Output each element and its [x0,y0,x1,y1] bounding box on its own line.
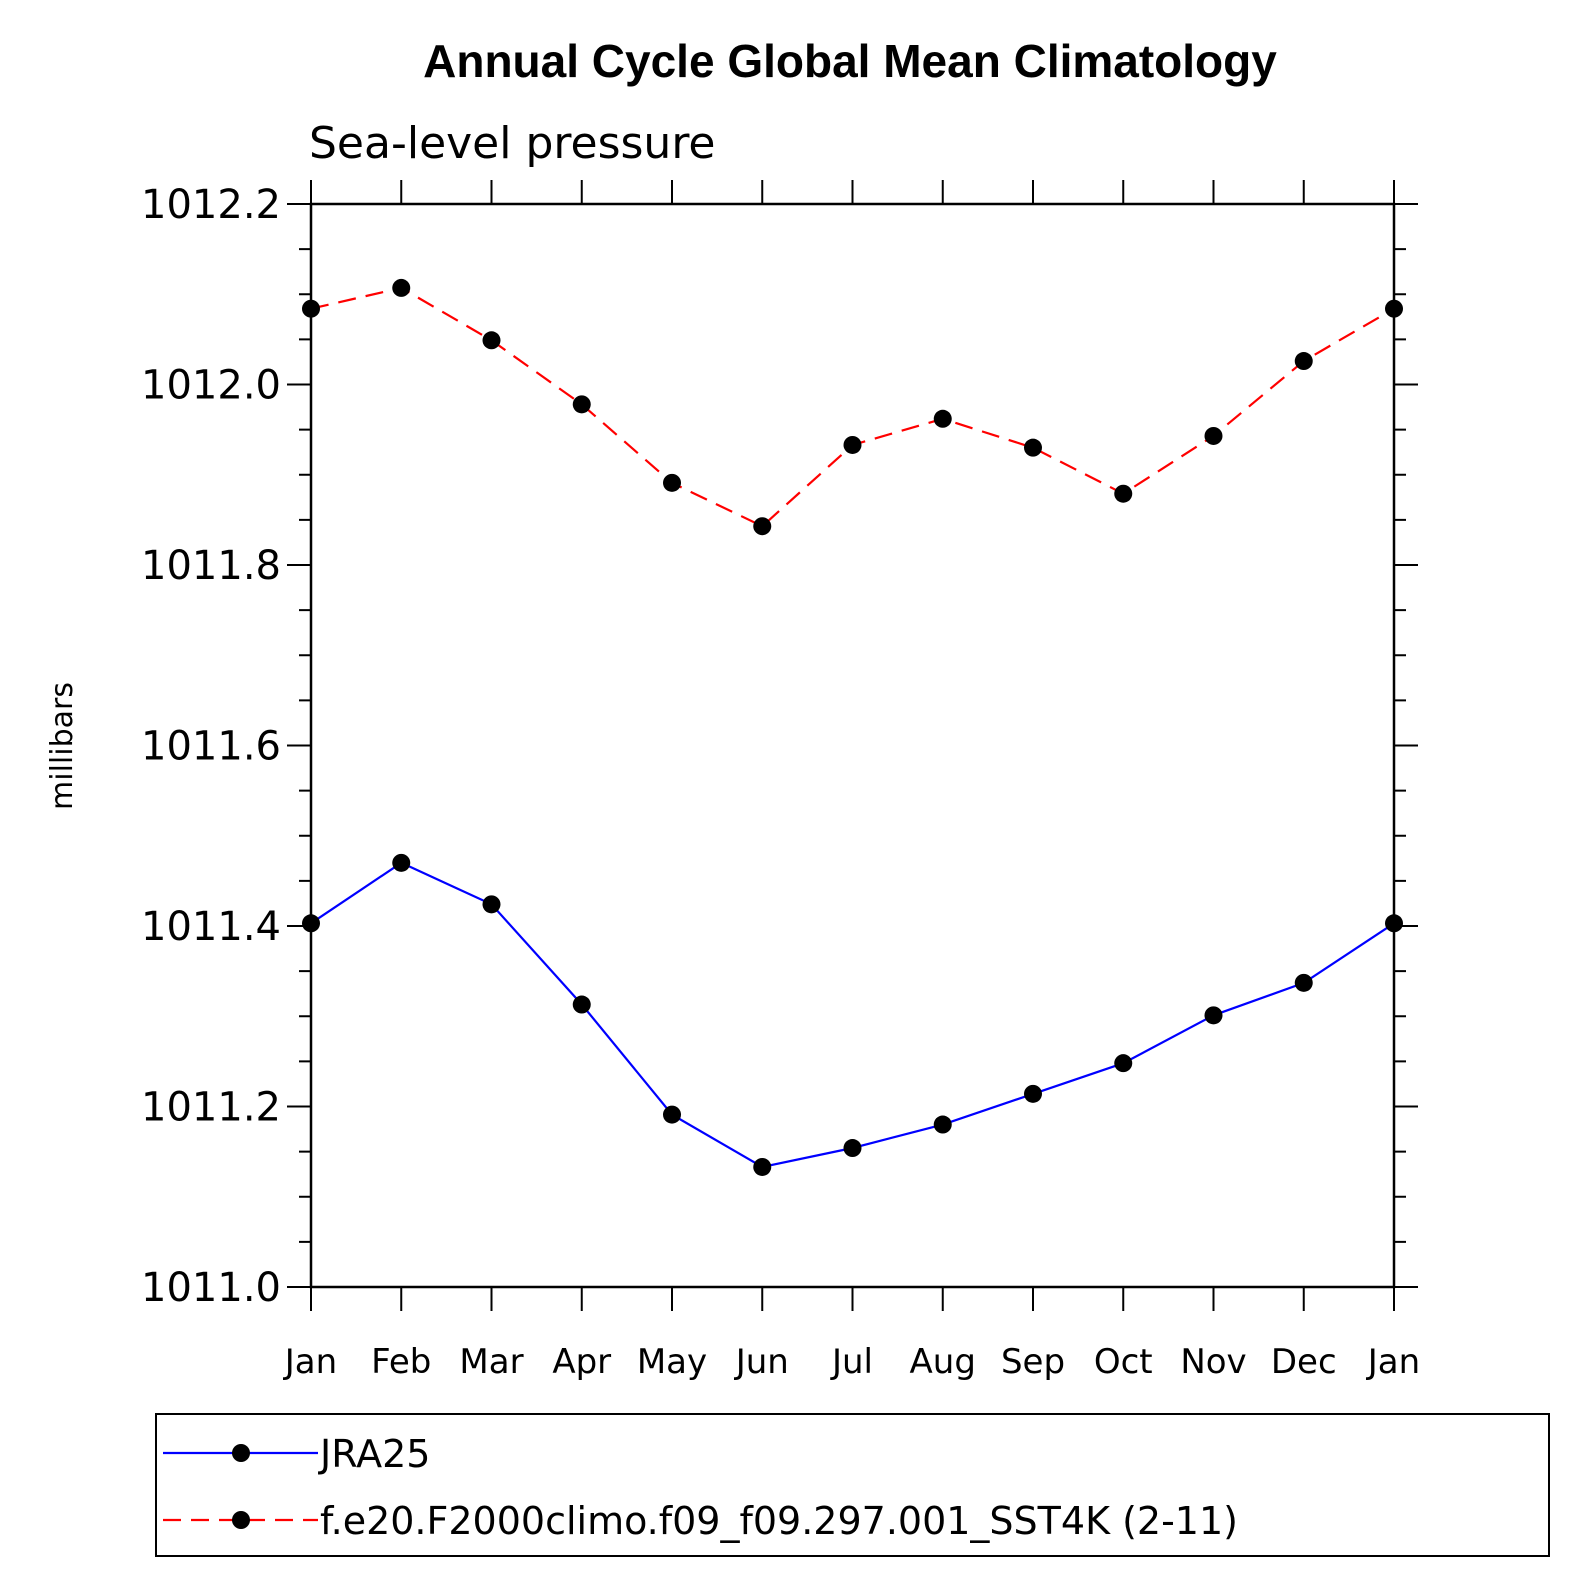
data-point-series-0 [1204,1006,1223,1025]
data-point-series-1 [302,299,320,318]
data-point-series-1 [663,473,681,492]
data-point-series-1 [1114,484,1133,503]
y-axis-label: millibars [45,682,80,810]
y-tick-label: 1011.8 [141,543,281,589]
data-point-series-0 [572,995,591,1014]
plot-frame [309,202,1396,1289]
y-tick-label: 1012.2 [141,182,281,228]
data-point-series-1 [843,435,862,454]
axis-ticks [287,180,1418,1311]
y-tick-label: 1011.2 [141,1085,281,1131]
chart-title: Annual Cycle Global Mean Climatology [423,35,1277,87]
x-tick-label: May [637,1342,707,1382]
x-tick-label: Apr [552,1342,611,1382]
x-tick-label: Feb [371,1342,431,1382]
series-line-0 [310,861,1395,1169]
x-tick-label: Oct [1094,1342,1153,1382]
data-point-series-1 [1204,426,1223,445]
x-tick-label: Jul [830,1342,873,1382]
x-tick-label: Jan [283,1342,337,1382]
data-point-series-0 [482,895,501,914]
data-point-series-1 [392,278,411,297]
data-point-series-1 [933,409,952,428]
legend-label-jra25: JRA25 [318,1432,430,1476]
data-point-series-1 [572,395,591,414]
chart-subtitle: Sea-level pressure [309,118,716,169]
x-tick-label: Dec [1271,1342,1337,1382]
data-point-series-0 [933,1115,952,1134]
data-point-series-1 [753,517,772,536]
data-point-series-0 [1024,1084,1042,1103]
legend-marker-sst4k [232,1511,250,1529]
data-point-series-0 [843,1139,862,1158]
x-tick-label: Mar [459,1342,523,1382]
data-point-series-1 [1385,299,1403,318]
x-tick-label: Jun [734,1342,789,1382]
x-tick-label: Aug [910,1342,976,1382]
series-lines [310,286,1395,1169]
series-markers [302,278,1403,1176]
legend-label-sst4k: f.e20.F2000climo.f09_f09.297.001_SST4K (… [320,1499,1238,1543]
data-point-series-0 [663,1105,681,1124]
legend-marker-jra25 [232,1444,250,1462]
legend: JRA25 f.e20.F2000climo.f09_f09.297.001_S… [155,1413,1550,1557]
series-line-1 [310,286,1395,528]
data-point-series-0 [1385,914,1403,933]
y-tick-label: 1011.0 [141,1265,281,1311]
data-point-series-0 [392,853,411,872]
y-tick-label: 1012.0 [141,363,281,409]
data-point-series-0 [302,914,320,933]
y-tick-labels: 1011.0 1011.2 1011.4 1011.6 1011.8 1012.0 1012… [141,182,281,1311]
x-tick-label: Sep [1001,1342,1065,1382]
legend-box [155,1413,1550,1557]
data-point-series-1 [482,331,501,350]
y-tick-label: 1011.6 [141,724,281,770]
data-point-series-1 [1024,438,1042,457]
data-point-series-0 [753,1157,772,1176]
y-tick-label: 1011.4 [141,904,281,950]
data-point-series-0 [1114,1054,1133,1073]
x-tick-label: Nov [1180,1342,1246,1382]
data-point-series-0 [1294,973,1313,992]
x-tick-labels: Jan Feb Mar Apr May Jun Jul Aug Sep Oct Nov Dec Jan [283,1342,1420,1382]
x-tick-label: Jan [1366,1342,1420,1382]
data-point-series-1 [1294,352,1313,371]
